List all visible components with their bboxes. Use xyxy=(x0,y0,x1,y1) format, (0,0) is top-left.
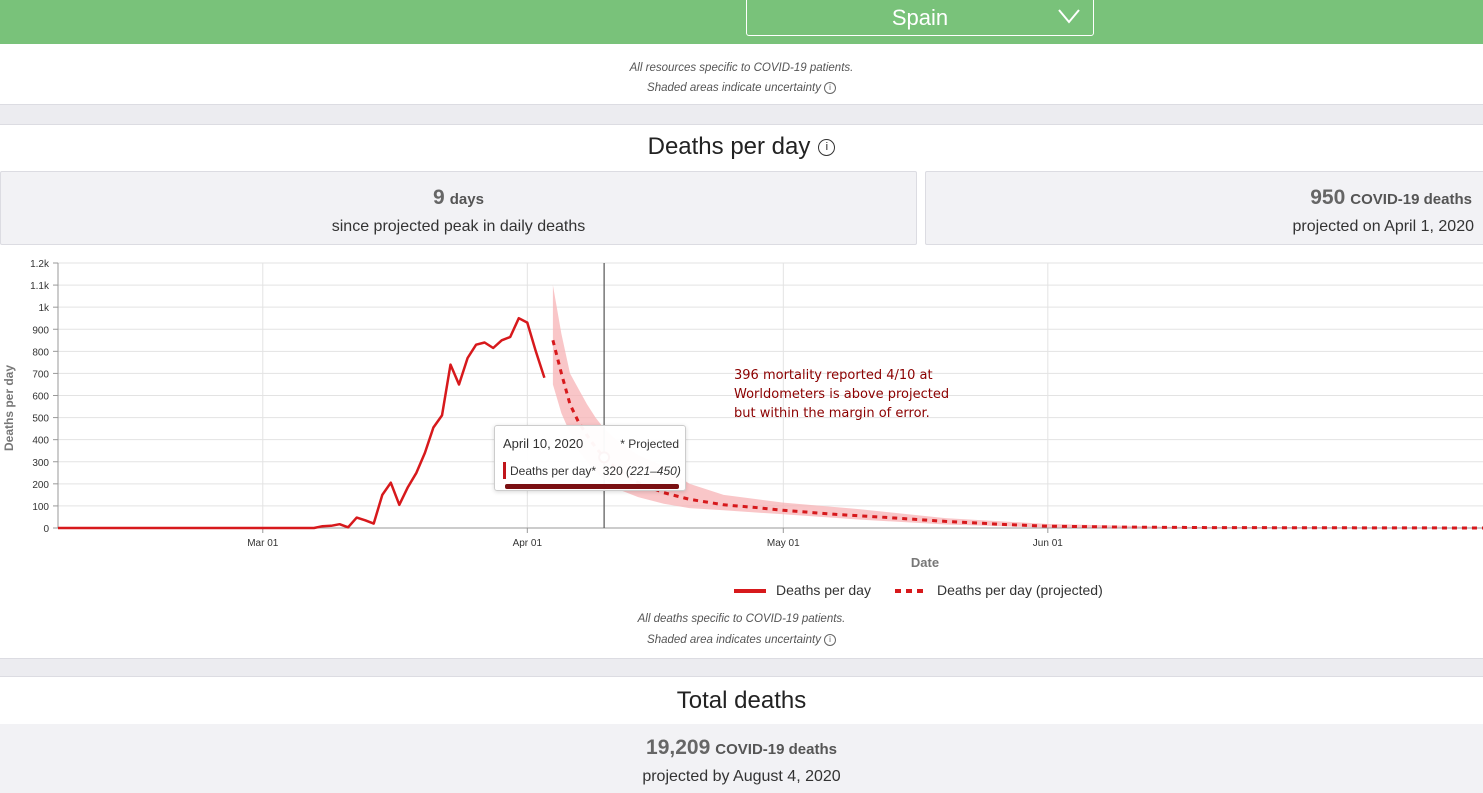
legend-item-deaths-per-day[interactable]: Deaths per day xyxy=(734,582,871,598)
country-select[interactable]: Spain xyxy=(746,0,1094,36)
y-tick-label: 400 xyxy=(32,436,49,447)
legend-swatch-dashed xyxy=(895,589,927,594)
info-icon[interactable]: i xyxy=(823,634,836,646)
total-deaths-value: 19,209 COVID-19 deaths xyxy=(0,736,1483,760)
y-tick-label: 700 xyxy=(32,369,49,380)
projected-deaths-unit: COVID-19 deaths xyxy=(1350,191,1472,208)
legend-label: Deaths per day xyxy=(776,582,871,598)
country-select-value: Spain xyxy=(891,5,949,30)
x-tick-label: Apr 01 xyxy=(513,538,543,549)
series-line-deaths-per-day xyxy=(58,316,546,530)
y-axis-label: Deaths per day xyxy=(2,365,16,451)
projected-deaths-stat-card: 950 COVID-19 deaths projected on April 1,… xyxy=(925,171,1483,245)
chart-annotation: 396 mortality reported 4/10 at Worldomet… xyxy=(734,366,974,423)
annotation-line: but within the margin of error. xyxy=(734,406,930,421)
legend-swatch-solid xyxy=(734,589,766,594)
projected-deaths-number: 950 xyxy=(1310,186,1346,209)
info-icon[interactable]: i xyxy=(823,82,836,94)
tooltip-range: (221–450) xyxy=(626,464,681,478)
annotation-line: Worldometers is above projected xyxy=(734,387,950,402)
tooltip-projected-flag: * Projected xyxy=(620,437,679,451)
y-tick-label: 200 xyxy=(32,480,49,491)
total-deaths-title: Total deaths xyxy=(676,687,807,714)
y-tick-label: 800 xyxy=(32,347,49,358)
chevron-down-icon xyxy=(1058,9,1080,24)
chart-note-deaths: All deaths specific to COVID-19 patients… xyxy=(637,613,846,625)
peak-days-unit: days xyxy=(449,191,484,208)
resources-note: All resources specific to COVID-19 patie… xyxy=(629,62,854,74)
y-tick-label: 900 xyxy=(32,325,49,336)
top-header-bar: Spain xyxy=(0,0,1483,44)
y-tick-label: 100 xyxy=(32,502,49,513)
x-axis-label: Date xyxy=(911,555,939,570)
peak-stat-card: 9 days since projected peak in daily deat… xyxy=(0,171,917,245)
legend-item-deaths-per-day-projected[interactable]: Deaths per day (projected) xyxy=(895,582,1103,598)
peak-stat-caption: since projected peak in daily deaths xyxy=(331,218,586,235)
y-tick-label: 600 xyxy=(32,392,49,403)
section-title: Deaths per day i xyxy=(0,133,1483,161)
total-deaths-stat-card: 19,209 COVID-19 deaths projected by Augus… xyxy=(0,724,1483,793)
y-axis-label-text: Deaths per day xyxy=(2,365,16,451)
chart-grid xyxy=(58,262,1483,529)
x-tick-label: Jun 01 xyxy=(1033,538,1063,549)
chart-tooltip: April 10, 2020 * Projected Deaths per da… xyxy=(494,425,686,491)
resources-panel-footer: All resources specific to COVID-19 patie… xyxy=(0,44,1483,105)
y-tick-label: 1.2k xyxy=(30,259,50,270)
total-deaths-header: Total deaths xyxy=(0,676,1483,725)
total-deaths-caption: projected by August 4, 2020 xyxy=(642,768,841,785)
y-axis-ticks: 0 100 200 300 400 500 600 700 800 900 1k 1.1k 1.2k xyxy=(30,259,58,535)
y-tick-label: 0 xyxy=(43,524,49,535)
section-title-text: Deaths per day xyxy=(647,133,811,160)
total-deaths-number: 19,209 xyxy=(646,736,711,759)
deaths-per-day-chart[interactable]: 0 100 200 300 400 500 600 700 800 900 1k 1.1k 1.2k M… xyxy=(0,0,1483,590)
tooltip-date: April 10, 2020 xyxy=(503,436,584,451)
y-tick-label: 500 xyxy=(32,414,49,425)
tooltip-series-name: Deaths per day* xyxy=(510,464,597,478)
y-tick-label: 1.1k xyxy=(30,281,50,292)
legend-label: Deaths per day (projected) xyxy=(937,582,1103,598)
peak-stat-value: 9 days xyxy=(1,186,916,210)
projected-deaths-caption: projected on April 1, 2020 xyxy=(1292,218,1474,235)
x-tick-label: May 01 xyxy=(767,538,800,549)
tooltip-series-row: Deaths per day* 320 (221–450) xyxy=(510,464,681,478)
uncertainty-note: Shaded areas indicate uncertainty i xyxy=(0,82,1483,94)
chart-note-uncertainty: Shaded area indicates uncertainty i xyxy=(0,634,1483,646)
tooltip-value: 320 xyxy=(602,464,623,478)
chart-note-uncertainty-text: Shaded area indicates uncertainty xyxy=(647,634,821,647)
annotation-line: 396 mortality reported 4/10 at xyxy=(734,368,933,383)
x-axis-ticks: Mar 01 Apr 01 May 01 Jun 01 xyxy=(247,528,1063,549)
tooltip-highlight-underline xyxy=(505,484,679,489)
info-icon[interactable]: i xyxy=(818,139,836,157)
y-tick-label: 1k xyxy=(38,303,50,314)
total-deaths-unit: COVID-19 deaths xyxy=(715,741,837,758)
peak-days-number: 9 xyxy=(433,186,445,209)
x-tick-label: Mar 01 xyxy=(247,538,279,549)
projected-deaths-value: 950 COVID-19 deaths xyxy=(1310,186,1472,210)
uncertainty-band xyxy=(552,285,1483,528)
tooltip-series-swatch xyxy=(503,462,506,479)
uncertainty-note-text: Shaded areas indicate uncertainty xyxy=(647,82,821,95)
y-tick-label: 300 xyxy=(32,458,49,469)
